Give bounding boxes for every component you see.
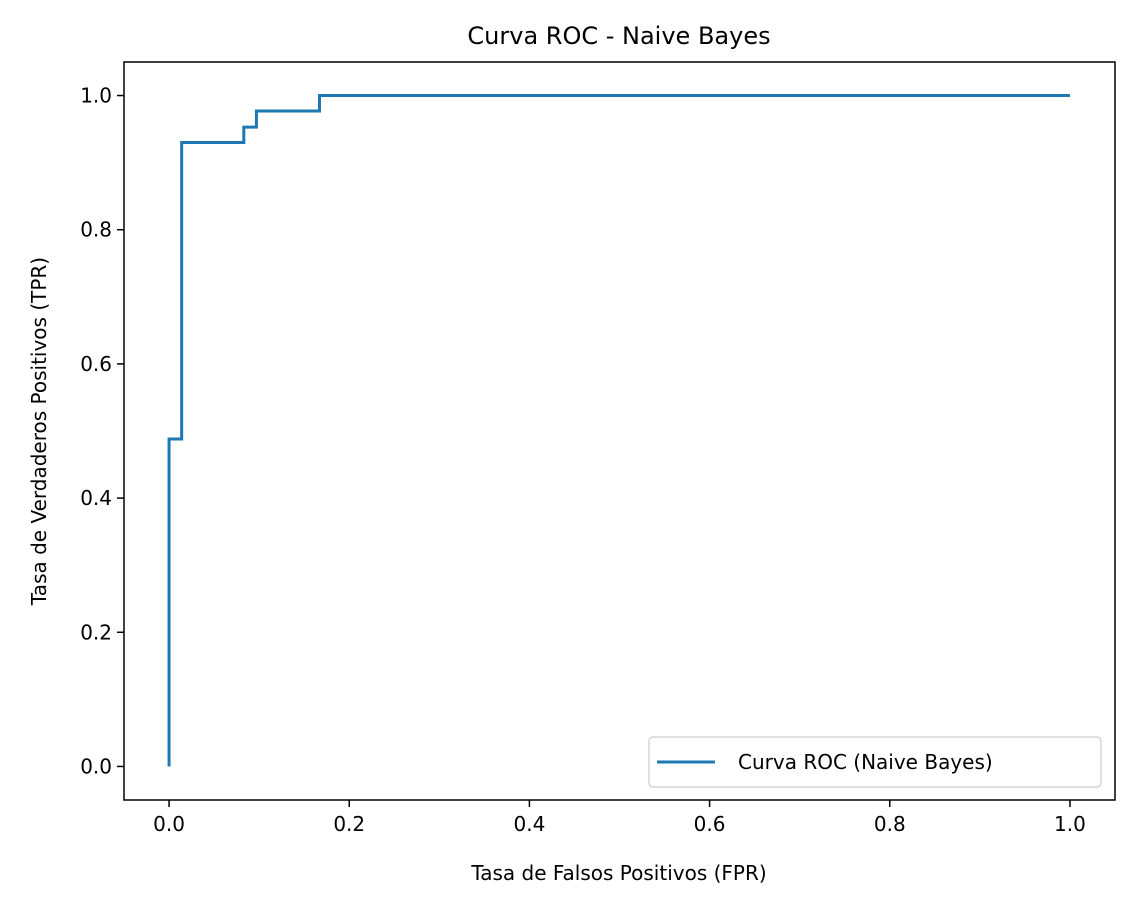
legend-entry-label: Curva ROC (Naive Bayes): [738, 750, 993, 774]
y-tick-label: 0.4: [80, 486, 112, 510]
x-tick-label: 0.8: [874, 812, 906, 836]
axes-frame: [123, 61, 1116, 801]
x-tick-label: 1.0: [1054, 812, 1086, 836]
chart-title: Curva ROC - Naive Bayes: [467, 22, 770, 50]
x-tick-label: 0.0: [153, 812, 185, 836]
x-axis-ticks: 0.0 0.2 0.4 0.6 0.8 1.0: [153, 800, 1086, 836]
x-axis-title: Tasa de Falsos Positivos (FPR): [470, 861, 766, 885]
y-axis-ticks: 0.0 0.2 0.4 0.6 0.8 1.0: [80, 84, 124, 778]
x-tick-label: 0.2: [333, 812, 365, 836]
y-tick-label: 0.8: [80, 218, 112, 242]
y-tick-label: 0.0: [80, 754, 112, 778]
roc-curve-line: [167, 94, 1070, 767]
series-group: [167, 94, 1070, 767]
x-tick-label: 0.4: [514, 812, 546, 836]
y-tick-label: 0.6: [80, 352, 112, 376]
y-tick-label: 0.2: [80, 620, 112, 644]
plot-area: 0.0 0.2 0.4 0.6 0.8 1.0 0.0 0.2 0.4 0.6 0.8 1.0: [80, 61, 1116, 836]
y-axis-title: Tasa de Verdaderos Positivos (TPR): [27, 257, 51, 606]
legend-box: [648, 736, 1102, 788]
x-tick-label: 0.6: [694, 812, 726, 836]
y-tick-label: 1.0: [80, 84, 112, 108]
legend: Curva ROC (Naive Bayes): [648, 736, 1102, 788]
